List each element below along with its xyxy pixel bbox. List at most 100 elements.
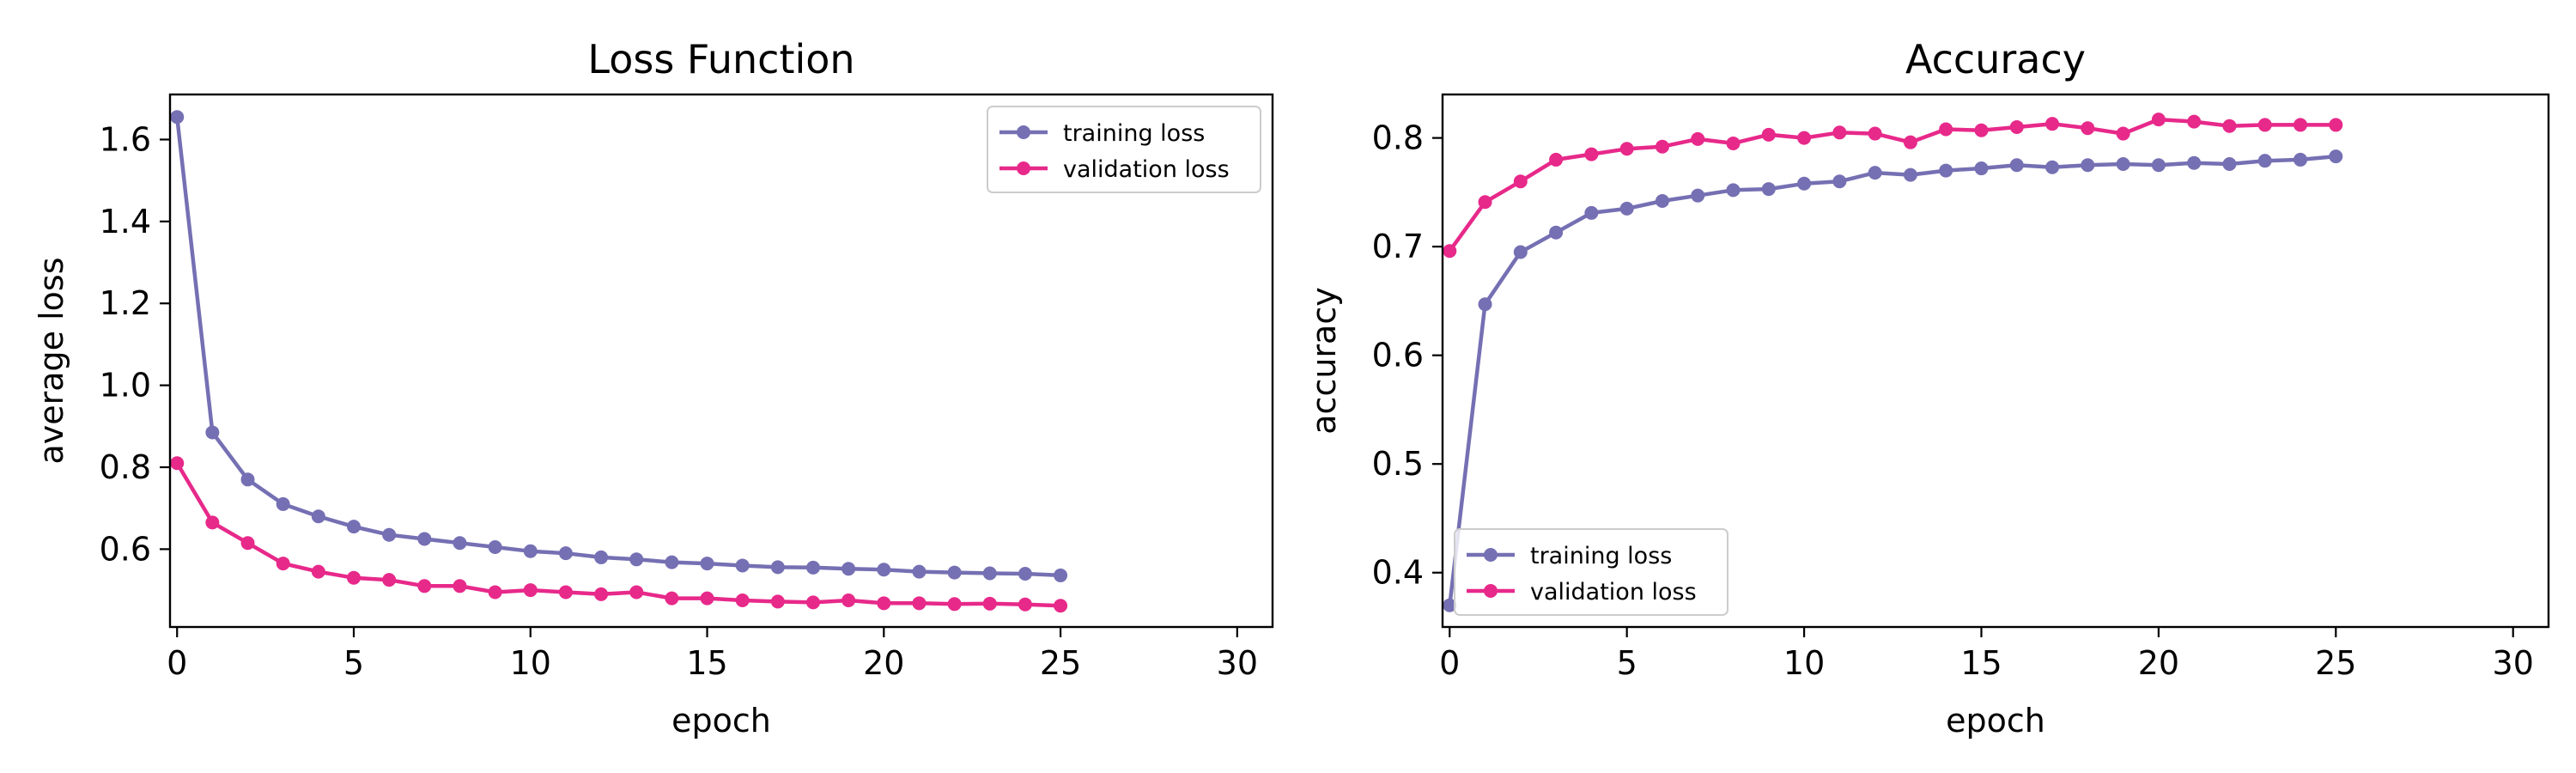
data-point — [1726, 136, 1741, 150]
data-point — [806, 560, 820, 575]
data-point — [1549, 152, 1564, 167]
x-axis-label: epoch — [1946, 702, 2045, 740]
data-point — [1691, 188, 1705, 203]
data-point — [1549, 225, 1564, 240]
data-point — [2116, 126, 2130, 141]
data-point — [770, 560, 785, 575]
data-point — [1443, 598, 1457, 612]
data-point — [240, 536, 255, 551]
data-point — [1018, 567, 1032, 581]
data-point — [1903, 167, 1917, 182]
legend-label: training loss — [1063, 120, 1205, 147]
chart-title: Loss Function — [587, 36, 854, 82]
data-point — [1868, 126, 1882, 141]
data-point — [594, 587, 609, 601]
legend-label: validation loss — [1063, 156, 1230, 183]
y-tick-label: 1.6 — [100, 120, 151, 158]
legend: training loss validation loss — [1454, 528, 1728, 616]
data-point — [382, 573, 397, 587]
legend-box — [987, 106, 1261, 193]
data-point — [1974, 161, 1989, 176]
data-point — [1903, 135, 1917, 149]
data-point — [1691, 131, 1705, 146]
data-point — [523, 583, 538, 598]
y-tick-label: 0.8 — [100, 448, 151, 486]
data-point — [806, 595, 820, 610]
data-point — [912, 596, 927, 611]
y-tick-label: 1.0 — [100, 367, 151, 405]
data-point — [453, 536, 467, 551]
loss-chart-panel: Loss Function epoch average loss 0 5 10 15 2… — [33, 36, 1274, 740]
data-point — [877, 596, 891, 611]
series-line — [175, 462, 1061, 608]
data-point — [2151, 158, 2166, 173]
data-point — [841, 562, 856, 576]
data-point — [2293, 118, 2308, 132]
data-point — [276, 496, 290, 511]
y-tick-label: 0.5 — [1372, 445, 1424, 483]
y-tick-label: 1.4 — [100, 203, 151, 240]
data-point — [2116, 156, 2130, 171]
data-point — [2329, 149, 2343, 164]
data-point — [1726, 183, 1741, 198]
data-point — [2293, 152, 2308, 167]
data-point — [1797, 131, 1812, 145]
data-point — [1513, 245, 1528, 259]
x-tick-label: 15 — [686, 644, 727, 682]
data-point — [1054, 599, 1068, 613]
x-tick-label: 10 — [510, 644, 551, 682]
x-tick-label: 30 — [1217, 644, 1258, 682]
data-point — [1443, 244, 1457, 259]
data-point — [2045, 160, 2060, 174]
plot-frame — [1441, 93, 2550, 629]
y-tick-label: 0.6 — [100, 530, 151, 568]
data-point — [594, 550, 609, 564]
x-tick-label: 15 — [1960, 644, 2002, 682]
y-axis-label: average loss — [33, 257, 70, 464]
x-tick-label: 5 — [1617, 644, 1637, 682]
data-point — [770, 594, 785, 609]
data-point — [276, 557, 290, 571]
data-point — [2257, 118, 2272, 132]
data-point — [382, 527, 397, 542]
data-point — [1761, 127, 1776, 142]
data-point — [665, 555, 679, 569]
legend-swatch-marker — [1017, 161, 1030, 175]
data-point — [1939, 163, 1953, 178]
accuracy-chart-panel: Accuracy epoch accuracy 0 5 10 15 20 25 30 0.4 0… — [1305, 36, 2550, 740]
data-point — [947, 597, 962, 612]
data-point — [2009, 119, 2024, 134]
series-line — [1448, 117, 2336, 253]
data-point — [558, 546, 573, 561]
y-axis-label: accuracy — [1305, 287, 1343, 434]
x-tick-label: 25 — [2315, 644, 2356, 682]
data-point — [2045, 117, 2060, 131]
x-tick-label: 0 — [167, 644, 187, 682]
plot-frame — [168, 93, 1274, 629]
legend-label: validation loss — [1530, 579, 1697, 606]
data-point — [488, 540, 502, 554]
data-point — [1478, 297, 1492, 312]
x-tick-label: 30 — [2493, 644, 2534, 682]
data-point — [488, 585, 502, 600]
x-tick-label: 10 — [1783, 644, 1825, 682]
data-point — [665, 591, 679, 606]
y-tick-label: 0.7 — [1372, 228, 1424, 265]
data-point — [1761, 182, 1776, 197]
data-point — [1797, 176, 1812, 191]
data-point — [700, 557, 714, 571]
data-point — [417, 579, 432, 593]
series-line — [174, 116, 1061, 578]
data-point — [629, 585, 644, 600]
data-point — [735, 593, 750, 607]
legend: training loss validation loss — [987, 106, 1261, 193]
x-tick-label: 20 — [863, 644, 904, 682]
data-point — [1832, 174, 1847, 189]
data-point — [311, 564, 325, 579]
y-tick-label: 0.8 — [1372, 119, 1424, 157]
data-point — [1939, 122, 1953, 137]
data-point — [629, 552, 644, 567]
y-tick-label: 1.2 — [100, 284, 151, 322]
data-point — [2009, 158, 2024, 173]
